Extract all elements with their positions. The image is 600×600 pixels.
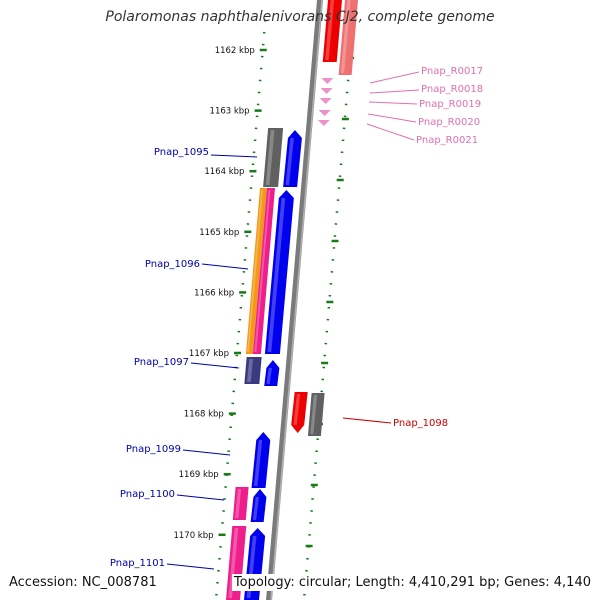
tick-track-left xyxy=(214,19,267,600)
gene-pnap1095 xyxy=(263,128,284,187)
rna-gene-mark xyxy=(317,120,330,126)
gene-pnap1099 xyxy=(251,432,271,488)
gene-label: Pnap_1100 xyxy=(120,489,175,500)
gene-label-leader xyxy=(342,417,392,424)
gene-pnap1096-forward-sheen xyxy=(267,197,286,353)
gene-pnap1100-forward xyxy=(250,489,267,522)
gene-label-leader xyxy=(366,123,415,141)
genome-backbone-highlight xyxy=(270,0,323,600)
gene-pnap1098-red-sheen xyxy=(293,393,301,426)
gene-label-leader xyxy=(368,101,418,105)
gene-pnap1095-forward-sheen xyxy=(285,137,294,186)
genome-backbone xyxy=(265,0,324,600)
gene-label: Pnap_R0019 xyxy=(419,99,481,110)
kbp-label: 1165 kbp xyxy=(199,228,239,238)
gene-label-leader xyxy=(369,71,420,84)
kbp-label: 1170 kbp xyxy=(173,531,213,541)
gene-pnap1100-pink xyxy=(232,487,249,520)
accession-text: Accession: NC_008781 xyxy=(7,574,159,591)
rna-gene-mark xyxy=(321,78,334,84)
gene-pnap1095-forward xyxy=(283,130,302,187)
gene-label: Pnap_1095 xyxy=(154,147,209,158)
gene-pnap1099-sheen xyxy=(253,439,263,487)
gene-label-leader xyxy=(201,263,249,270)
gene-red-top xyxy=(322,0,343,62)
gene-pnap1098-gray-sheen xyxy=(310,394,318,435)
gene-pnap1095-sheen xyxy=(265,129,275,186)
gene-pnap1100-pink-sheen xyxy=(235,488,242,519)
kbp-label: 1164 kbp xyxy=(204,167,244,177)
gene-pnap1098-red xyxy=(291,392,308,433)
gene-label: Pnap_1098 xyxy=(393,418,448,429)
gene-label-leader xyxy=(166,563,215,570)
rna-gene-mark xyxy=(320,88,333,94)
gene-label-leader xyxy=(176,494,225,501)
gene-label: Pnap_R0020 xyxy=(418,117,480,128)
gene-lightred-top xyxy=(338,0,359,75)
kbp-label: 1167 kbp xyxy=(189,349,229,359)
gene-pnap1097 xyxy=(244,357,262,384)
gene-label-leader xyxy=(369,89,420,94)
gene-label-leader xyxy=(182,449,231,456)
gene-label: Pnap_1101 xyxy=(110,558,165,569)
gene-label: Pnap_R0021 xyxy=(416,135,478,146)
gene-label: Pnap_R0017 xyxy=(421,66,483,77)
gene-label: Pnap_1096 xyxy=(145,259,200,270)
gene-label-leader xyxy=(190,362,240,369)
gene-pnap1097-sheen xyxy=(246,358,254,383)
kbp-label: 1162 kbp xyxy=(215,46,255,56)
rna-gene-mark xyxy=(318,110,331,116)
rna-gene-mark xyxy=(319,98,332,104)
gene-pnap1098-gray xyxy=(307,393,325,436)
gene-pnap1096-orange-sheen xyxy=(247,189,263,353)
gene-pnap1096-pink-sheen xyxy=(254,189,271,353)
gene-label: Pnap_R0018 xyxy=(421,84,483,95)
gene-pnap1097-forward-sheen xyxy=(266,367,272,385)
topology-text: Topology: circular; Length: 4,410,291 bp… xyxy=(231,574,593,591)
gene-pnap1101-pink-sheen xyxy=(228,527,239,599)
gene-label-leader xyxy=(367,113,417,123)
gene-pnap1096-orange xyxy=(245,188,268,354)
kbp-label: 1168 kbp xyxy=(184,410,224,420)
gene-label-leader xyxy=(210,154,258,158)
genome-title: Polaromonas naphthalenivorans CJ2, compl… xyxy=(105,9,495,25)
gene-pnap1096-pink xyxy=(252,188,276,354)
gene-pnap1097-forward xyxy=(264,360,280,386)
kbp-label: 1166 kbp xyxy=(194,288,234,298)
gene-pnap1100-forward-sheen xyxy=(252,496,259,521)
kbp-label: 1169 kbp xyxy=(179,470,219,480)
gene-label: Pnap_1097 xyxy=(134,357,189,368)
kbp-label: 1163 kbp xyxy=(210,107,250,117)
gene-red-top-sheen xyxy=(325,0,335,61)
gene-pnap1096-forward xyxy=(264,190,294,354)
tick-track-right xyxy=(302,19,355,600)
gene-label: Pnap_1099 xyxy=(126,444,181,455)
gene-lightred-top-sheen xyxy=(340,0,351,74)
